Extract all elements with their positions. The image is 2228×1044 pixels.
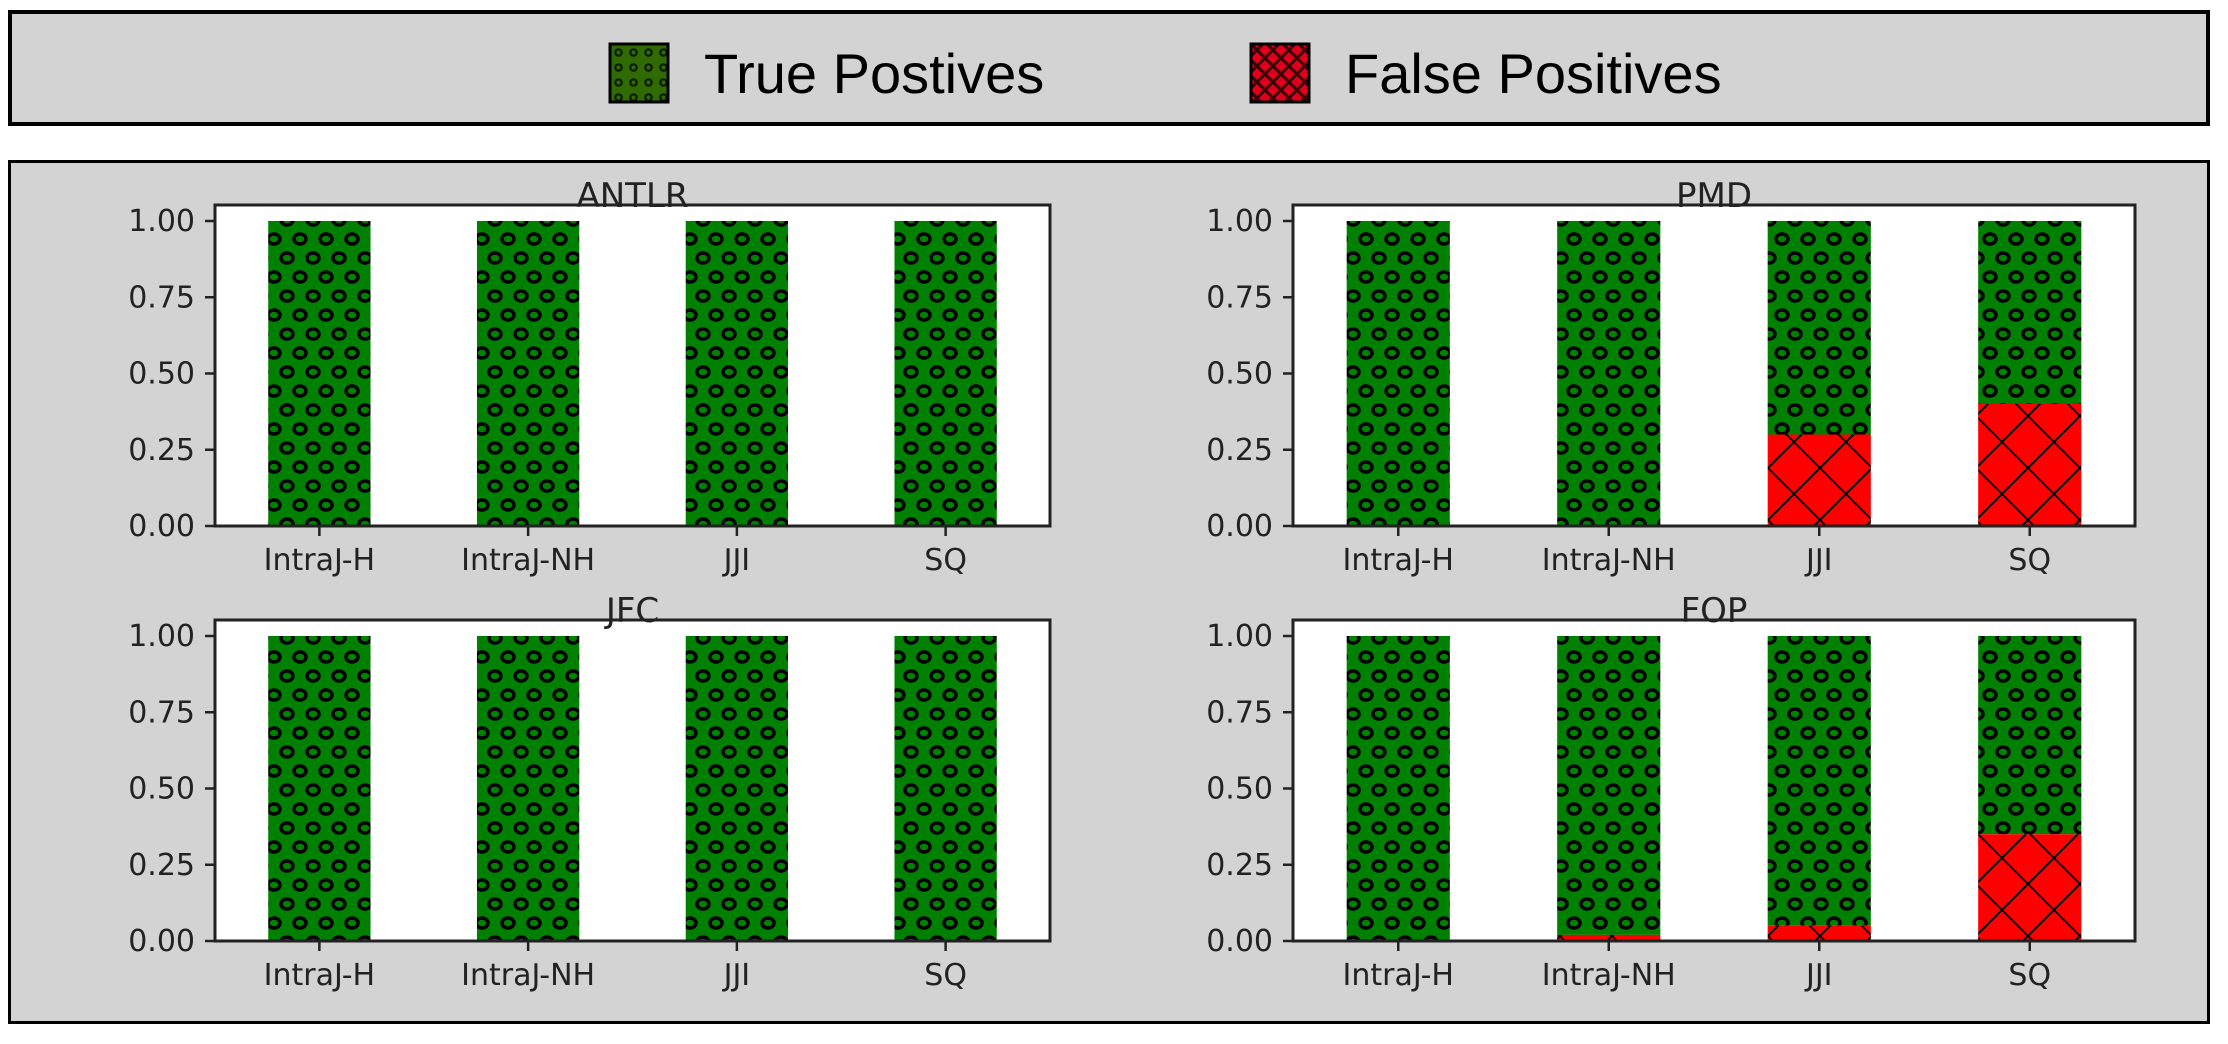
x-tick-label-jji: JJI: [1804, 543, 1833, 578]
bar-true-positives-intraj-nh: [476, 636, 580, 941]
y-tick-label: 0.50: [128, 772, 195, 807]
subplot-title-fop: FOP: [1681, 591, 1748, 631]
red-crosshatch-swatch-icon: [1249, 42, 1311, 104]
y-tick-label: 0.75: [1206, 695, 1273, 730]
y-tick-label: 0.00: [1206, 924, 1273, 959]
subplot-jfc: IntraJ-H IntraJ-NH JJI SQ 0.00 0.25 0.50 0.75 1.…: [128, 591, 1052, 993]
x-tick-label-intraj-h: IntraJ-H: [264, 543, 376, 578]
x-tick-label-intraj-nh: IntraJ-NH: [1542, 543, 1676, 578]
bar-true-positives-intraj-h: [268, 221, 371, 526]
bar-false-positives-jji: [1767, 434, 1871, 526]
bar-true-positives-jji: [1767, 221, 1871, 435]
subplot-antlr: IntraJ-H IntraJ-NH JJI SQ 0.00 0.25 0.50 0.75 1.…: [128, 176, 1052, 578]
y-tick-label: 0.75: [128, 695, 195, 730]
subplot-title-antlr: ANTLR: [576, 176, 688, 216]
legend-item-true-positives: True Postives: [608, 41, 1045, 105]
y-tick-label: 0.25: [1206, 848, 1273, 883]
subplot-fop: IntraJ-H IntraJ-NH JJI SQ 0.00 0.25 0.50 0.75 1.…: [1206, 591, 2137, 993]
bar-true-positives-intraj-nh: [1557, 636, 1661, 935]
x-tick-label-jji: JJI: [722, 543, 751, 578]
x-tick-label-intraj-h: IntraJ-H: [1342, 958, 1454, 993]
bar-true-positives-intraj-nh: [1557, 221, 1661, 526]
green-dotted-swatch-icon: [608, 42, 670, 104]
bar-true-positives-sq: [894, 221, 997, 526]
y-tick-label: 0.00: [128, 509, 195, 544]
x-tick-label-jji: JJI: [722, 958, 751, 993]
x-tick-label-intraj-nh: IntraJ-NH: [461, 958, 595, 993]
bar-true-positives-intraj-h: [1346, 636, 1450, 941]
y-tick-label: 0.50: [1206, 357, 1273, 392]
y-tick-label: 0.25: [128, 433, 195, 468]
bar-false-positives-sq: [1978, 404, 2082, 526]
y-tick-label: 0.75: [1206, 280, 1273, 315]
y-tick-label: 0.25: [1206, 433, 1273, 468]
legend-label-true-positives: True Postives: [704, 41, 1045, 105]
y-tick-label: 0.50: [128, 357, 195, 392]
bar-true-positives-jji: [1767, 636, 1871, 926]
bar-true-positives-sq: [1978, 636, 2082, 835]
bar-true-positives-intraj-nh: [476, 221, 580, 526]
bar-true-positives-jji: [685, 636, 789, 941]
x-tick-label-sq: SQ: [924, 543, 967, 578]
y-tick-label: 1.00: [128, 204, 195, 239]
legend-item-false-positives: False Positives: [1249, 41, 1722, 105]
bar-true-positives-sq: [894, 636, 997, 941]
y-tick-label: 0.00: [1206, 509, 1273, 544]
bar-false-positives-intraj-nh: [1557, 934, 1661, 941]
x-tick-label-jji: JJI: [1804, 958, 1833, 993]
y-tick-label: 0.25: [128, 848, 195, 883]
y-tick-label: 0.75: [128, 280, 195, 315]
legend: True Postives False Positives: [8, 10, 2210, 126]
x-tick-label-intraj-nh: IntraJ-NH: [1542, 958, 1676, 993]
bar-false-positives-sq: [1978, 834, 2082, 941]
legend-label-false-positives: False Positives: [1345, 41, 1722, 105]
x-tick-label-intraj-h: IntraJ-H: [264, 958, 376, 993]
x-tick-label-intraj-nh: IntraJ-NH: [461, 543, 595, 578]
bar-true-positives-sq: [1978, 221, 2082, 404]
y-tick-label: 1.00: [1206, 619, 1273, 654]
subplot-pmd: IntraJ-H IntraJ-NH JJI SQ 0.00 0.25 0.50 0.75 1.…: [1206, 176, 2137, 578]
bar-true-positives-intraj-h: [1346, 221, 1450, 526]
bar-true-positives-intraj-h: [268, 636, 371, 941]
x-tick-label-intraj-h: IntraJ-H: [1342, 543, 1454, 578]
x-tick-label-sq: SQ: [924, 958, 967, 993]
y-tick-label: 0.50: [1206, 772, 1273, 807]
y-tick-label: 1.00: [1206, 204, 1273, 239]
subplot-title-pmd: PMD: [1676, 176, 1752, 216]
y-tick-label: 0.00: [128, 924, 195, 959]
bar-true-positives-jji: [685, 221, 789, 526]
bar-false-positives-jji: [1767, 925, 1871, 941]
subplot-title-jfc: JFC: [604, 591, 659, 631]
x-tick-label-sq: SQ: [2008, 958, 2051, 993]
y-tick-label: 1.00: [128, 619, 195, 654]
x-tick-label-sq: SQ: [2008, 543, 2051, 578]
